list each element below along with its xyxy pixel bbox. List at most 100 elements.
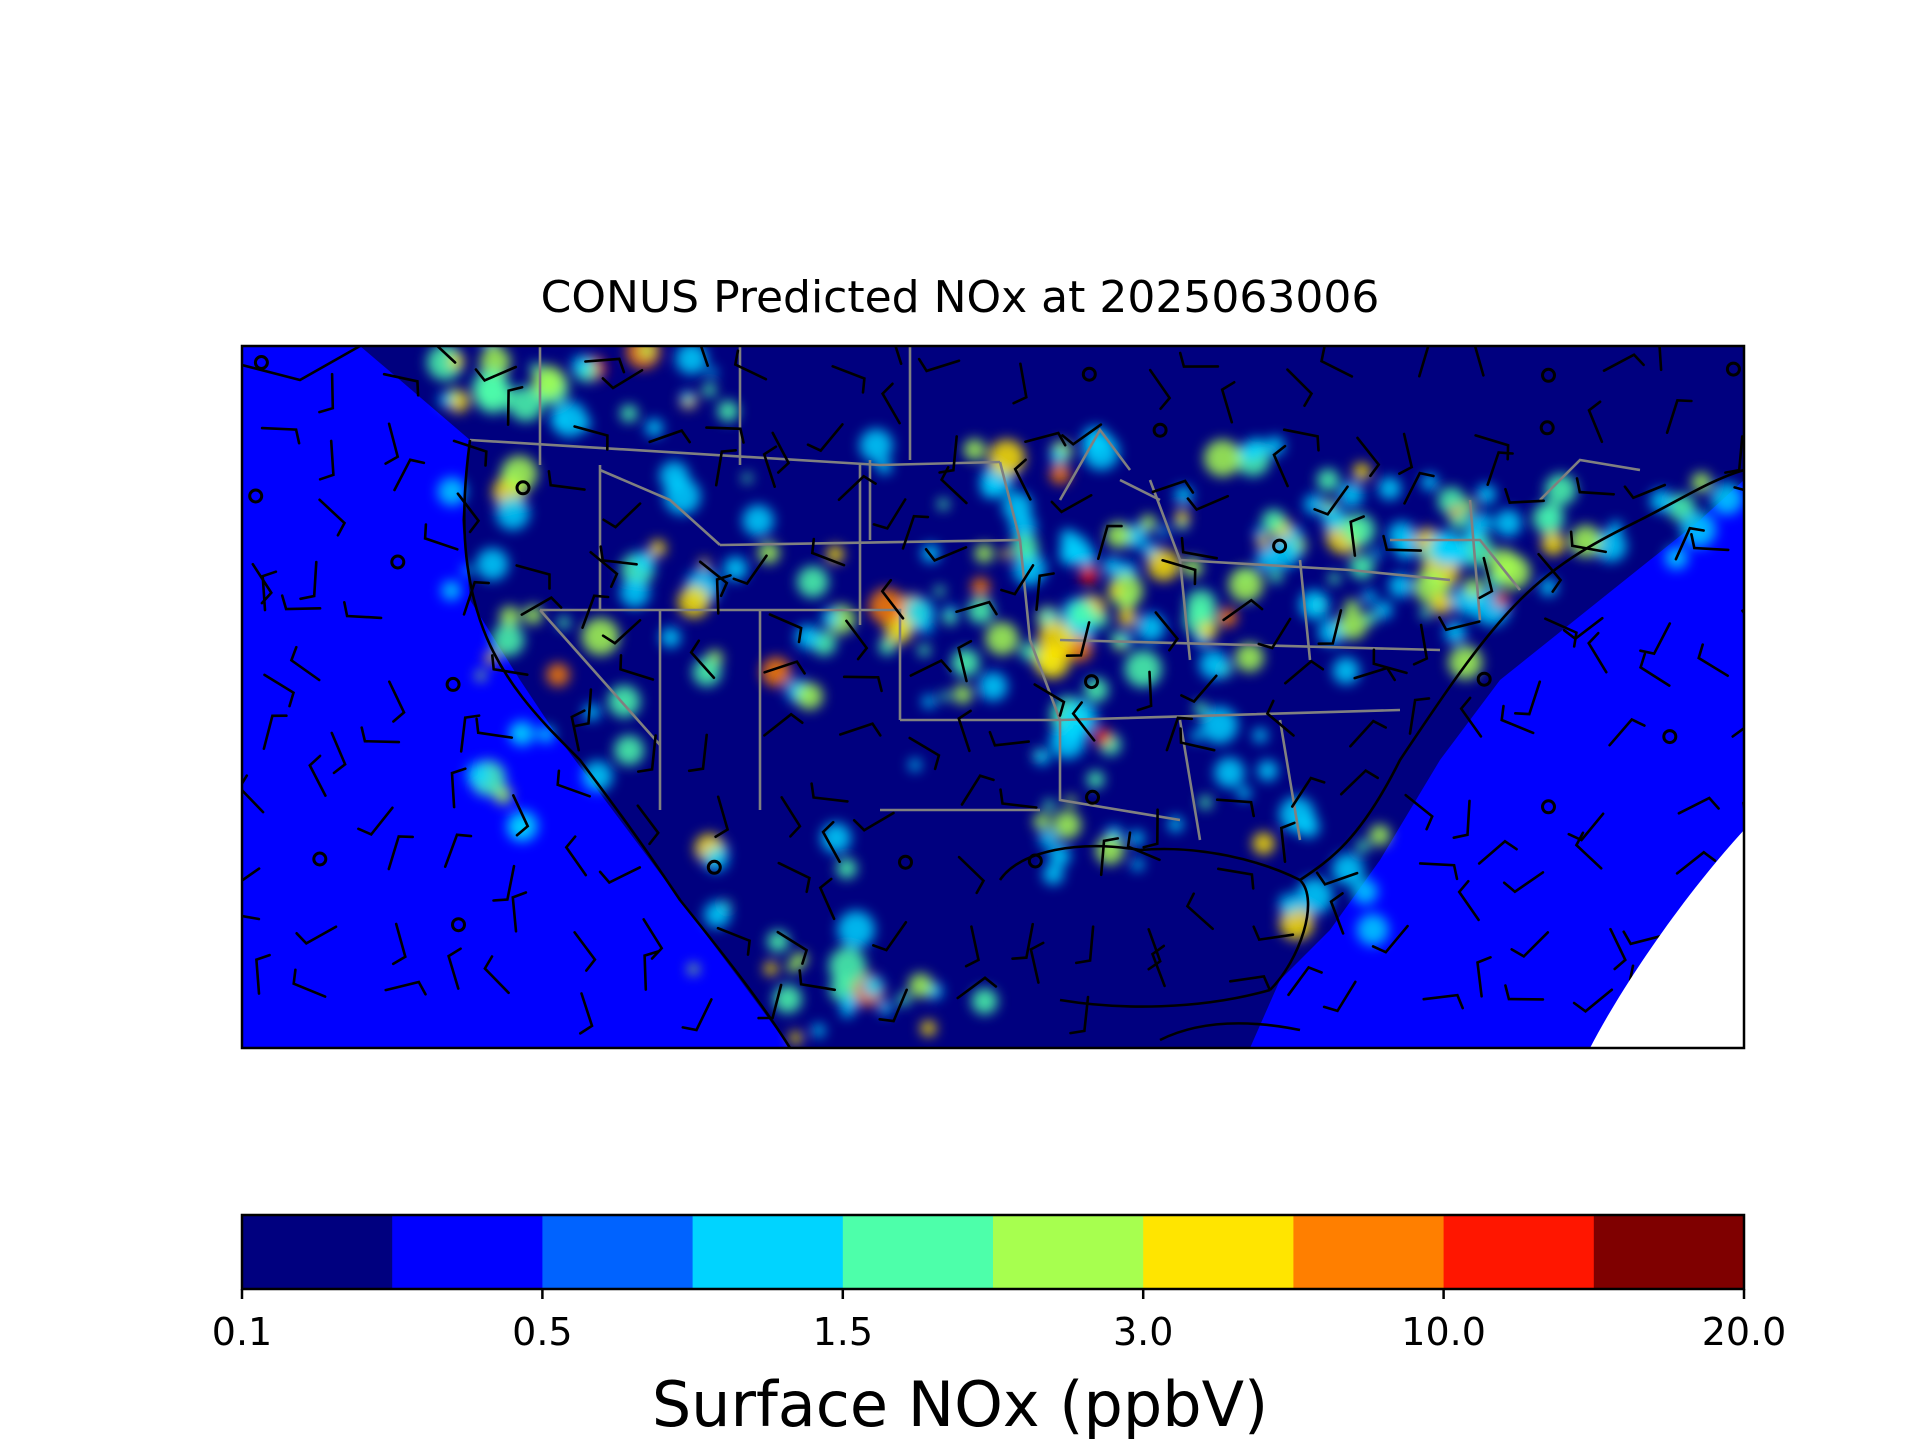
wind-barb [292, 968, 327, 998]
colorbar-segment [1593, 1215, 1745, 1289]
wind-barb [308, 754, 327, 797]
wind-barb [506, 385, 524, 426]
wind-barb [1012, 362, 1028, 405]
wind-barb [1339, 768, 1379, 796]
hotspot [1117, 608, 1137, 627]
hotspot [487, 346, 498, 352]
hotspot [476, 548, 509, 581]
hotspot [608, 685, 641, 718]
coastline [1159, 1022, 1301, 1042]
coastline [462, 439, 792, 1048]
hotspot [1278, 893, 1300, 915]
wind-barb [1639, 622, 1672, 656]
hotspot [1388, 573, 1413, 598]
state-border [719, 538, 1021, 547]
wind-barb [1739, 985, 1744, 993]
pacific-ocean [242, 346, 790, 1048]
state-borders [469, 346, 1641, 841]
wind-barb [1033, 683, 1066, 717]
hotspot [1131, 858, 1144, 871]
hotspot [821, 822, 852, 854]
wind-barb [689, 639, 716, 680]
hotspot [826, 545, 844, 563]
hotspot [1033, 813, 1051, 831]
hotspot [1252, 832, 1275, 855]
hotspot [1353, 462, 1371, 481]
calm-marker [312, 851, 328, 867]
hotspot [475, 317, 502, 344]
hotspot [862, 975, 884, 998]
calm-marker [1541, 367, 1556, 383]
state-border [1179, 558, 1451, 582]
hotspot [1364, 612, 1377, 625]
wind-barb [573, 425, 609, 451]
hotspot [499, 606, 521, 627]
state-border [1059, 638, 1441, 652]
wind-barb [581, 594, 610, 629]
wind-barb [360, 726, 401, 744]
wind-barb [1186, 494, 1230, 512]
wind-barb [1313, 485, 1349, 516]
hotspot [581, 617, 620, 656]
wind-barb [957, 639, 973, 683]
wind-barb [255, 953, 271, 995]
wind-barb [837, 474, 877, 501]
wind-barb [1065, 621, 1091, 657]
calm-marker [451, 917, 466, 933]
hotspot [943, 611, 958, 626]
colorbar-tick-label: 3.0 [1112, 1310, 1174, 1354]
wind-barb [1544, 617, 1578, 648]
wind-barb [280, 594, 322, 611]
hotspot [660, 627, 681, 648]
hotspot [1129, 830, 1145, 846]
wind-barb [1029, 941, 1045, 984]
hotspot [908, 973, 933, 998]
hotspot [908, 758, 922, 772]
wind-barb [1126, 831, 1161, 862]
hotspot [1494, 592, 1509, 607]
wind-barb [318, 439, 335, 481]
hotspot [963, 438, 986, 461]
colorbar-segment [1143, 1215, 1294, 1289]
hotspot [1261, 509, 1286, 534]
wind-barb [1502, 871, 1545, 894]
wind-barb [515, 564, 551, 590]
wind-barb [1185, 892, 1214, 931]
state-border [1058, 720, 1181, 822]
wind-barb [511, 794, 530, 837]
wind-barb [1622, 930, 1665, 946]
wind-barb [1438, 616, 1481, 632]
hotspot [797, 566, 829, 598]
map-area [242, 317, 1744, 1048]
wind-barb [1476, 956, 1492, 998]
hotspot [1235, 643, 1264, 672]
wind-barb [1011, 922, 1034, 960]
wind-barb [601, 369, 644, 390]
wind-barb [1602, 353, 1645, 372]
wind-barb [1050, 494, 1093, 514]
wind-barb [564, 835, 588, 877]
hotspot [920, 1020, 937, 1037]
wind-barb [768, 613, 803, 644]
wind-barb [732, 554, 768, 586]
hotspot [1332, 657, 1360, 685]
wind-barb [798, 969, 836, 992]
hotspot [1252, 728, 1268, 743]
wind-barb [776, 930, 809, 965]
wind-barb [452, 439, 488, 467]
wind-barb [1229, 974, 1271, 991]
wind-barb [242, 867, 261, 883]
hotspot [579, 418, 591, 431]
hotspot [1039, 830, 1058, 849]
gulf-of-mexico [997, 846, 1309, 1007]
wind-barb [1329, 892, 1345, 935]
atlantic-ocean [1250, 480, 1744, 1048]
hotspot [795, 682, 824, 710]
hotspot [878, 1001, 893, 1015]
hotspot [1108, 584, 1122, 598]
wind-barb [845, 619, 869, 661]
no-data-region [1590, 830, 1744, 1048]
wind-barb [1623, 483, 1667, 500]
map-frame [240, 344, 1746, 1050]
colorbar-segment [842, 1215, 994, 1289]
